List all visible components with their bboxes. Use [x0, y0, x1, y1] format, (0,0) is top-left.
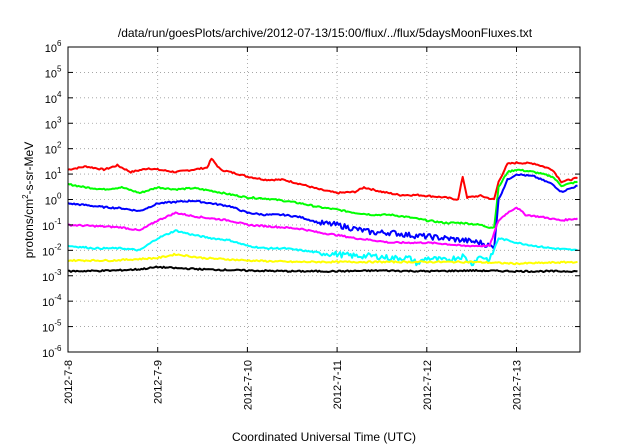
y-tick-label: 106 [45, 39, 62, 55]
y-tick-label: 101 [45, 166, 62, 182]
y-tick-label: 10-5 [42, 319, 62, 335]
series-line [67, 252, 578, 266]
x-tick-label: 2012-7-8 [63, 360, 75, 404]
chart-title: /data/run/goesPlots/archive/2012-07-13/1… [118, 26, 533, 40]
y-tick-label: 10-1 [42, 217, 62, 233]
y-axis-label: protons/cm2-s-sr-MeV [21, 142, 36, 258]
y-tick-label: 102 [45, 141, 62, 157]
y-tick-label: 10-3 [42, 268, 62, 284]
x-tick-label: 2012-7-10 [242, 360, 254, 410]
x-tick-label: 2012-7-9 [153, 360, 165, 404]
y-tick-label: 10-6 [42, 344, 62, 360]
x-axis-label: Coordinated Universal Time (UTC) [232, 430, 416, 444]
y-tick-label: 105 [45, 64, 62, 80]
y-tick-label: 103 [45, 115, 62, 131]
x-tick-label: 2012-7-13 [512, 360, 524, 410]
series-line [67, 206, 578, 248]
x-tick-label: 2012-7-12 [422, 360, 434, 410]
grid-lines [68, 47, 580, 352]
series-line [67, 229, 578, 267]
series-line [67, 265, 578, 273]
y-tick-label: 104 [45, 90, 62, 106]
x-tick-label: 2012-7-11 [332, 360, 344, 409]
series-lines [67, 157, 578, 273]
y-tick-label: 10-2 [42, 242, 62, 258]
x-axis-ticks: 2012-7-8 2012-7-9 2012-7-10 2012-7-11 2012-7… [63, 47, 524, 410]
y-axis-ticks: 10-6 10-5 10-4 10-3 10-2 10-1 100 101 102 103 104 1… [42, 39, 580, 360]
series-line [67, 173, 578, 250]
y-tick-label: 100 [45, 192, 62, 208]
series-line [67, 157, 578, 201]
y-tick-label: 10-4 [42, 293, 62, 309]
series-line [67, 168, 578, 229]
